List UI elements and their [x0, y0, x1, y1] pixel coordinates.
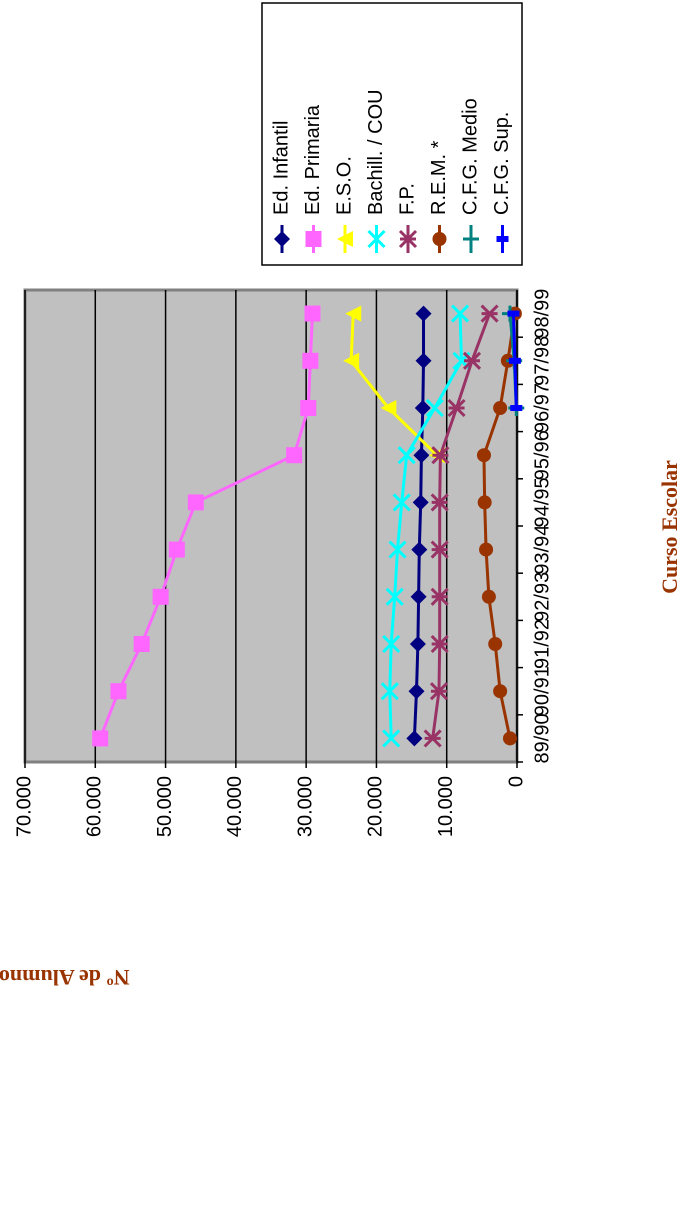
marker	[187, 494, 204, 511]
marker	[476, 448, 491, 463]
marker	[302, 352, 319, 369]
x-tick-label: 94/95	[531, 477, 553, 527]
marker	[408, 683, 425, 700]
series-line	[431, 313, 491, 739]
legend-label: R.E.M. *	[428, 140, 450, 215]
legend-marker	[496, 236, 509, 242]
x-tick-label: 90/91	[531, 666, 553, 716]
marker	[411, 541, 428, 558]
marker	[480, 304, 499, 323]
marker	[304, 305, 321, 322]
x-tick-label: 89/90	[531, 713, 553, 763]
y-axis-title: Nº de Alumnos	[0, 965, 130, 990]
marker	[493, 401, 508, 415]
marker	[300, 400, 317, 416]
y-tick-label: 70.000	[13, 776, 35, 837]
legend-label: Ed. Infantil	[270, 120, 292, 215]
legend-label: E.S.O.	[333, 156, 355, 215]
marker	[385, 587, 404, 606]
legend-marker	[463, 231, 479, 247]
marker	[388, 540, 407, 559]
legend-label: C.F.G. Sup.	[491, 112, 513, 215]
y-tick-label: 20.000	[365, 776, 387, 837]
y-tick-label: 10.000	[435, 776, 457, 837]
marker	[451, 304, 470, 323]
marker	[414, 400, 431, 416]
marker	[415, 352, 432, 369]
series-line	[388, 313, 463, 739]
marker	[481, 589, 496, 604]
legend-box	[261, 2, 523, 266]
marker	[507, 310, 520, 317]
legend-label: Ed. Primaria	[302, 104, 324, 215]
marker	[380, 682, 399, 701]
marker	[345, 305, 362, 322]
marker	[425, 398, 444, 418]
x-tick-label: 96/97	[531, 383, 553, 433]
marker	[447, 398, 466, 418]
y-tick-label: 0	[505, 776, 527, 787]
marker	[430, 540, 449, 559]
legend-label: Bachill. / COU	[365, 89, 387, 215]
marker	[133, 636, 150, 652]
legend-label: F.P.	[396, 183, 418, 215]
legend-label: C.F.G. Medio	[459, 98, 481, 215]
marker	[343, 352, 360, 369]
legend-marker	[305, 231, 322, 247]
series-line	[349, 313, 438, 457]
marker	[380, 400, 397, 416]
marker	[110, 683, 127, 700]
x-tick-label: 98/99	[531, 289, 553, 339]
marker	[382, 634, 401, 654]
marker	[397, 446, 416, 465]
marker	[409, 636, 426, 652]
x-tick-label: 97/98	[531, 336, 553, 386]
legend-marker	[432, 232, 447, 246]
legend-marker	[274, 231, 290, 247]
legend-marker	[367, 229, 386, 249]
marker	[479, 542, 494, 557]
x-axis-title: Curso Escolar	[657, 460, 682, 594]
marker	[412, 494, 429, 511]
marker	[510, 405, 523, 411]
marker	[430, 634, 449, 654]
x-tick-label: 93/94	[531, 525, 553, 575]
marker	[502, 731, 517, 746]
marker	[92, 730, 109, 747]
series-line	[98, 313, 314, 739]
marker	[423, 729, 442, 748]
marker	[286, 447, 303, 464]
marker	[462, 351, 482, 370]
series-line	[412, 313, 426, 739]
legend-marker	[337, 231, 353, 247]
marker	[431, 446, 450, 465]
series-line	[482, 313, 517, 739]
marker	[429, 682, 449, 701]
marker	[152, 588, 169, 605]
marker	[477, 495, 492, 510]
y-tick-label: 50.000	[154, 776, 176, 837]
x-tick-label: 92/93	[531, 572, 553, 622]
marker	[430, 493, 449, 512]
marker	[508, 357, 521, 364]
marker	[493, 684, 508, 699]
x-tick-label: 95/96	[531, 430, 553, 480]
y-tick-label: 60.000	[84, 776, 106, 837]
legend-marker	[398, 229, 418, 249]
x-tick-label: 91/92	[531, 619, 553, 669]
marker	[410, 588, 427, 605]
marker	[415, 305, 432, 322]
rotated-chart: Curso Escolar Nº de Alumnos 0 10.000 20.00…	[0, 2, 682, 990]
marker	[168, 541, 185, 558]
marker	[488, 637, 503, 651]
marker	[382, 729, 401, 748]
y-tick-label: 30.000	[294, 776, 316, 837]
marker	[413, 447, 430, 464]
marker	[430, 587, 449, 606]
y-tick-label: 40.000	[224, 776, 246, 837]
marker	[392, 493, 411, 512]
